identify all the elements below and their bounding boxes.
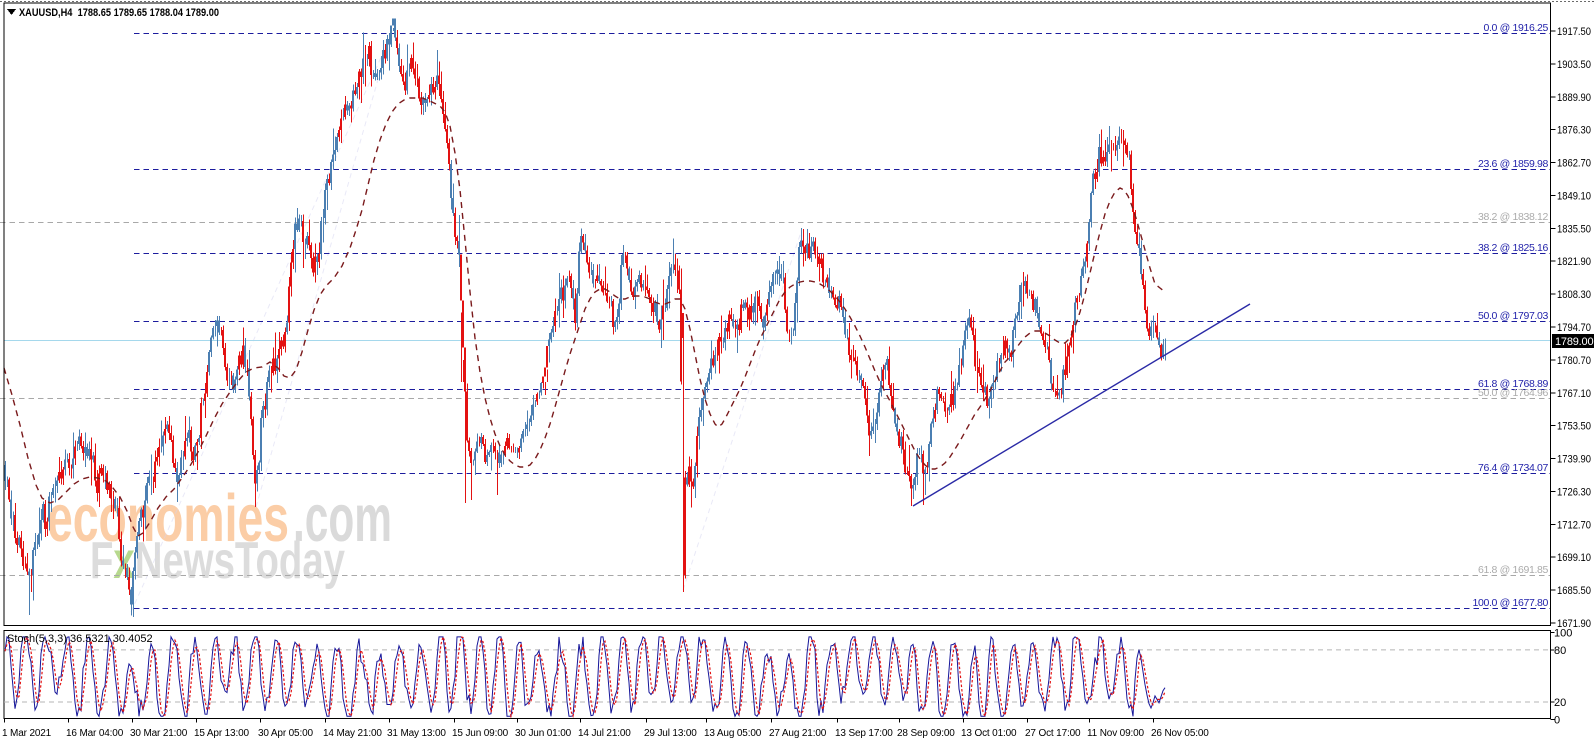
svg-text:38.2 @ 1825.16: 38.2 @ 1825.16 bbox=[1478, 242, 1548, 254]
svg-text:1821.90: 1821.90 bbox=[1557, 256, 1591, 268]
svg-text:1849.10: 1849.10 bbox=[1557, 190, 1591, 202]
svg-text:1789.00: 1789.00 bbox=[1555, 336, 1593, 348]
svg-text:50.0 @ 1764.96: 50.0 @ 1764.96 bbox=[1478, 387, 1548, 399]
svg-text:Stoch(5,3,3) 36.5321 30.4052: Stoch(5,3,3) 36.5321 30.4052 bbox=[7, 633, 153, 645]
svg-text:1685.50: 1685.50 bbox=[1557, 585, 1591, 597]
svg-text:0: 0 bbox=[1554, 714, 1560, 726]
svg-text:economies: economies bbox=[47, 481, 289, 556]
svg-text:XAUUSD,H4 1788.65 1789.65 178: XAUUSD,H4 1788.65 1789.65 1788.04 1789.0… bbox=[19, 7, 219, 19]
svg-text:14 Jul 21:00: 14 Jul 21:00 bbox=[578, 728, 631, 739]
svg-text:27 Aug 21:00: 27 Aug 21:00 bbox=[769, 728, 827, 739]
svg-text:30 Mar 21:00: 30 Mar 21:00 bbox=[130, 728, 188, 739]
svg-text:80: 80 bbox=[1554, 645, 1566, 657]
svg-text:100: 100 bbox=[1554, 628, 1572, 640]
svg-text:1699.10: 1699.10 bbox=[1557, 552, 1591, 564]
svg-text:27 Oct 17:00: 27 Oct 17:00 bbox=[1025, 728, 1081, 739]
svg-text:1753.50: 1753.50 bbox=[1557, 421, 1591, 433]
svg-text:16 Mar 04:00: 16 Mar 04:00 bbox=[66, 728, 124, 739]
svg-text:20: 20 bbox=[1554, 697, 1566, 709]
svg-text:1726.30: 1726.30 bbox=[1557, 486, 1591, 498]
svg-text:1889.90: 1889.90 bbox=[1557, 92, 1591, 104]
svg-text:15 Apr 13:00: 15 Apr 13:00 bbox=[194, 728, 250, 739]
svg-text:31 May 13:00: 31 May 13:00 bbox=[387, 728, 446, 739]
svg-text:1712.70: 1712.70 bbox=[1557, 519, 1591, 531]
svg-text:1808.30: 1808.30 bbox=[1557, 289, 1591, 301]
svg-text:0.0 @ 1916.25: 0.0 @ 1916.25 bbox=[1484, 22, 1549, 34]
svg-text:.com: .com bbox=[293, 481, 392, 556]
svg-text:61.8 @ 1691.85: 61.8 @ 1691.85 bbox=[1478, 564, 1548, 576]
svg-text:28 Sep 09:00: 28 Sep 09:00 bbox=[897, 728, 955, 739]
svg-text:50.0 @ 1797.03: 50.0 @ 1797.03 bbox=[1478, 310, 1548, 322]
svg-text:13 Sep 17:00: 13 Sep 17:00 bbox=[835, 728, 893, 739]
svg-text:13 Oct 01:00: 13 Oct 01:00 bbox=[961, 728, 1017, 739]
svg-text:1739.90: 1739.90 bbox=[1557, 454, 1591, 466]
svg-text:30 Apr 05:00: 30 Apr 05:00 bbox=[258, 728, 314, 739]
svg-text:1 Mar 2021: 1 Mar 2021 bbox=[2, 728, 52, 739]
svg-text:23.6 @ 1859.98: 23.6 @ 1859.98 bbox=[1478, 158, 1548, 170]
svg-text:14 May 21:00: 14 May 21:00 bbox=[323, 728, 382, 739]
svg-text:1917.50: 1917.50 bbox=[1557, 26, 1591, 38]
svg-text:1876.30: 1876.30 bbox=[1557, 125, 1591, 137]
svg-text:100.0 @ 1677.80: 100.0 @ 1677.80 bbox=[1473, 597, 1549, 609]
svg-text:76.4 @ 1734.07: 76.4 @ 1734.07 bbox=[1478, 462, 1548, 474]
svg-text:38.2 @ 1838.12: 38.2 @ 1838.12 bbox=[1478, 211, 1548, 223]
svg-text:11 Nov 09:00: 11 Nov 09:00 bbox=[1087, 728, 1145, 739]
svg-text:1903.50: 1903.50 bbox=[1557, 59, 1591, 71]
svg-text:1794.70: 1794.70 bbox=[1557, 322, 1591, 334]
svg-text:26 Nov 05:00: 26 Nov 05:00 bbox=[1151, 728, 1209, 739]
svg-text:29 Jul 13:00: 29 Jul 13:00 bbox=[644, 728, 697, 739]
svg-text:15 Jun 09:00: 15 Jun 09:00 bbox=[452, 728, 509, 739]
svg-text:1835.50: 1835.50 bbox=[1557, 223, 1591, 235]
svg-text:13 Aug 05:00: 13 Aug 05:00 bbox=[704, 728, 762, 739]
svg-text:1767.10: 1767.10 bbox=[1557, 388, 1591, 400]
svg-text:30 Jun 01:00: 30 Jun 01:00 bbox=[515, 728, 572, 739]
svg-text:1780.70: 1780.70 bbox=[1557, 355, 1591, 367]
svg-text:1862.70: 1862.70 bbox=[1557, 158, 1591, 170]
svg-text:61.8 @ 1768.89: 61.8 @ 1768.89 bbox=[1478, 378, 1548, 390]
svg-text:1671.90: 1671.90 bbox=[1557, 618, 1591, 630]
